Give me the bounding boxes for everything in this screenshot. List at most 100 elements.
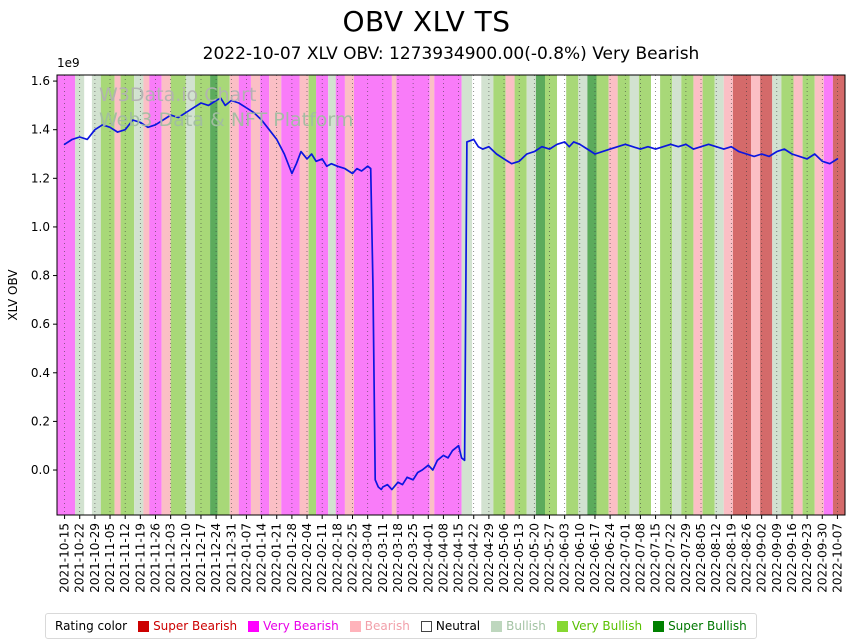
rating-band-bullish [461, 75, 473, 515]
watermark-text: W3Data.io Chart [99, 84, 256, 106]
legend-label: Super Bullish [668, 619, 747, 633]
y-tick-label: 0.6 [31, 317, 50, 331]
legend-title: Rating color [55, 619, 128, 633]
x-tick-label: 2021-12-24 [209, 523, 223, 593]
rating-band-very_bullish [781, 75, 794, 515]
x-tick-label: 2022-10-07 [830, 523, 844, 593]
rating-band-bullish [526, 75, 536, 515]
rating-band-bullish [672, 75, 682, 515]
y-axis-label: XLV OBV [6, 269, 20, 321]
rating-band-super_bullish [587, 75, 597, 515]
legend-item: Bullish [491, 619, 546, 633]
rating-band-very_bullish [308, 75, 317, 515]
x-tick-label: 2021-11-19 [133, 523, 147, 593]
x-tick-label: 2021-11-12 [118, 523, 132, 593]
rating-band-neutral [472, 75, 482, 515]
y-tick-label: 1.2 [31, 171, 50, 185]
legend-item: Bearish [349, 619, 410, 633]
rating-legend: Rating color Super Bearish Very Bearish Be… [45, 613, 757, 639]
y-tick-label: 0.8 [31, 269, 50, 283]
rating-band-bullish [714, 75, 724, 515]
rating-band-bearish [814, 75, 824, 515]
rating-band-bearish [344, 75, 354, 515]
x-tick-label: 2022-09-02 [755, 523, 769, 593]
y-tick-label: 0.0 [31, 463, 50, 477]
rating-band-bearish [269, 75, 282, 515]
x-tick-label: 2022-06-24 [603, 523, 617, 593]
rating-band-very_bullish [660, 75, 673, 515]
x-tick-label: 2022-02-04 [300, 523, 314, 593]
rating-band-bearish [793, 75, 803, 515]
rating-band-very_bullish [638, 75, 651, 515]
y-axis-multiplier: 1e9 [57, 56, 80, 70]
legend-swatch [420, 620, 432, 632]
rating-band-very_bullish [545, 75, 558, 515]
legend-swatch [653, 620, 665, 632]
legend-item: Very Bullish [556, 619, 643, 633]
legend-swatch [138, 620, 150, 632]
x-tick-label: 2021-10-29 [88, 523, 102, 593]
x-tick-label: 2021-12-31 [224, 523, 238, 593]
x-tick-label: 2022-02-11 [315, 523, 329, 593]
x-tick-label: 2022-07-29 [679, 523, 693, 593]
rating-band-bullish [578, 75, 588, 515]
rating-band-bullish [629, 75, 639, 515]
y-tick-label: 1.6 [31, 74, 50, 88]
rating-band-super_bullish [210, 75, 218, 515]
x-tick-label: 2022-09-30 [815, 523, 829, 593]
rating-band-bearish [229, 75, 239, 515]
y-tick-label: 1.0 [31, 220, 50, 234]
x-tick-label: 2022-09-09 [770, 523, 784, 593]
obv-line [63, 97, 839, 491]
rating-band-very_bullish [194, 75, 211, 515]
rating-band-very_bearish [434, 75, 462, 515]
x-tick-label: 2022-08-26 [740, 523, 754, 593]
x-tick-label: 2022-08-19 [724, 523, 738, 593]
rating-band-bearish [505, 75, 515, 515]
x-tick-label: 2022-08-12 [709, 523, 723, 593]
rating-band-very_bullish [170, 75, 186, 515]
legend-label: Bullish [506, 619, 546, 633]
x-tick-label: 2022-03-25 [406, 523, 420, 593]
x-tick-label: 2022-03-11 [376, 523, 390, 593]
axes-frame [56, 74, 846, 516]
y-tick-label: 1.4 [31, 123, 50, 137]
legend-item: Neutral [420, 619, 480, 633]
x-tick-label: 2022-06-17 [588, 523, 602, 593]
x-tick-label: 2022-01-21 [270, 523, 284, 593]
rating-band-very_bullish [514, 75, 527, 515]
x-tick-label: 2021-12-17 [194, 523, 208, 593]
rating-band-very_bullish [617, 75, 630, 515]
x-tick-label: 2022-03-04 [361, 523, 375, 593]
x-tick-label: 2022-05-06 [497, 523, 511, 593]
rating-band-very_bearish [335, 75, 345, 515]
rating-band-bearish [114, 75, 121, 515]
rating-band-very_bullish [493, 75, 506, 515]
rating-band-bullish [328, 75, 336, 515]
rating-band-bearish [299, 75, 309, 515]
rating-band-bearish [723, 75, 733, 515]
x-tick-label: 2022-05-20 [527, 523, 541, 593]
x-tick-label: 2022-01-14 [255, 523, 269, 593]
legend-swatch [248, 620, 260, 632]
rating-band-very_bearish [823, 75, 833, 515]
x-tick-label: 2022-09-23 [800, 523, 814, 593]
rating-band-very_bullish [566, 75, 579, 515]
legend-swatch [349, 620, 361, 632]
rating-band-bearish [751, 75, 761, 515]
rating-band-very_bullish [217, 75, 230, 515]
chart-subtitle: 2022-10-07 XLV OBV: 1273934900.00(-0.8%)… [202, 44, 700, 64]
legend-label: Very Bullish [571, 619, 643, 633]
legend-label: Very Bearish [263, 619, 339, 633]
rating-band-bearish [693, 75, 703, 515]
x-tick-label: 2022-01-28 [285, 523, 299, 593]
rating-band-bearish [429, 75, 435, 515]
rating-band-very_bullish [120, 75, 135, 515]
rating-band-neutral [557, 75, 567, 515]
x-tick-label: 2022-08-05 [694, 523, 708, 593]
rating-band-very_bullish [802, 75, 815, 515]
x-tick-label: 2022-07-15 [649, 523, 663, 593]
rating-band-super_bullish [535, 75, 545, 515]
x-tick-label: 2021-11-05 [103, 523, 117, 593]
rating-band-bullish [185, 75, 195, 515]
